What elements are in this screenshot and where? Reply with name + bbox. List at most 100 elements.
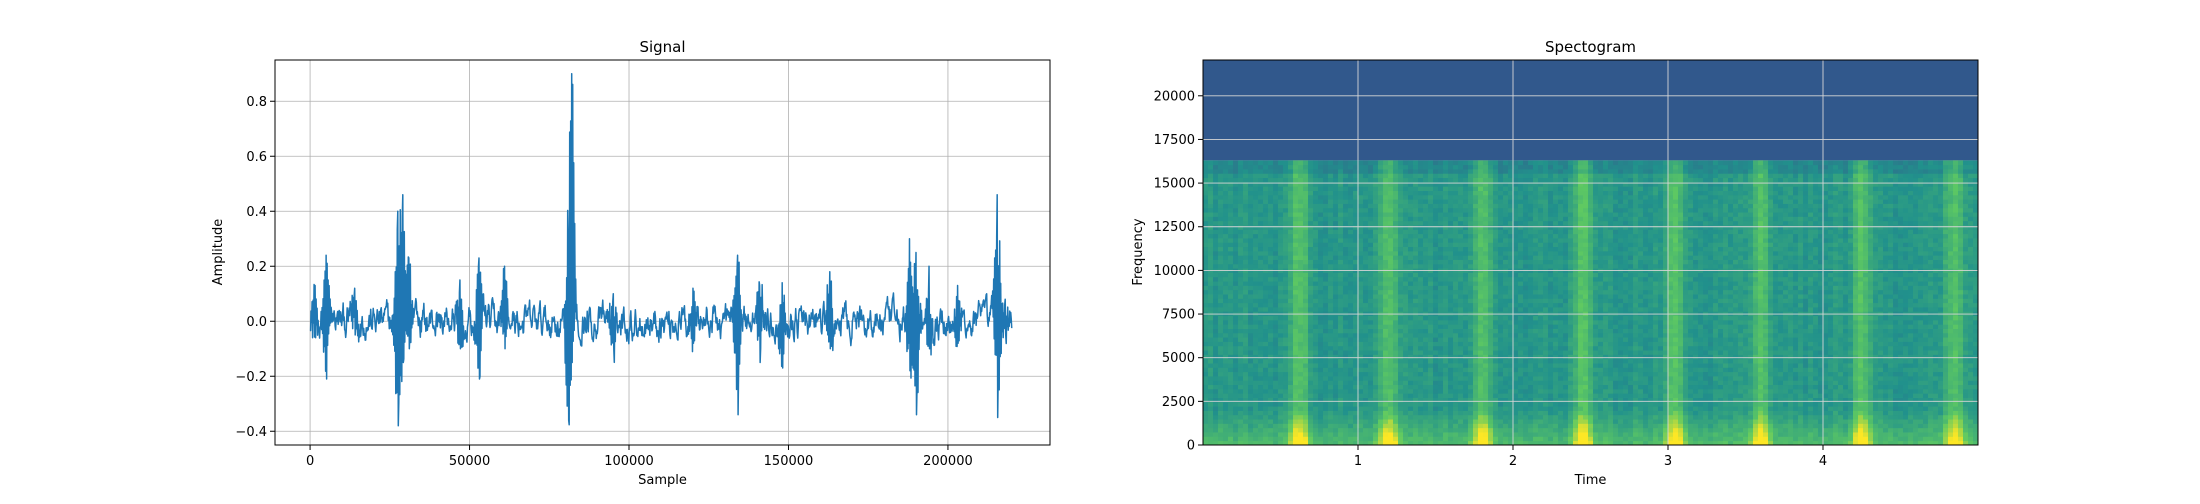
spectrogram-cell bbox=[1568, 432, 1573, 437]
spectrogram-cell bbox=[1378, 428, 1383, 433]
spectrogram-cell bbox=[1393, 277, 1398, 282]
spectrogram-cell bbox=[1408, 264, 1413, 269]
spectrogram-cell bbox=[1413, 316, 1418, 321]
spectrogram-cell bbox=[1543, 393, 1548, 398]
spectrogram-cell bbox=[1393, 329, 1398, 334]
spectrogram-cell bbox=[1463, 247, 1468, 252]
spectrogram-cell bbox=[1503, 290, 1508, 295]
spectrogram-cell bbox=[1513, 195, 1518, 200]
spectrogram-cell bbox=[1548, 329, 1553, 334]
spectrogram-cell bbox=[1298, 316, 1303, 321]
spectrogram-cell bbox=[1238, 290, 1243, 295]
spectrogram-cell bbox=[1238, 199, 1243, 204]
spectrogram-cell bbox=[1433, 294, 1438, 299]
spectrogram-cell bbox=[1233, 225, 1238, 230]
spectrogram-cell bbox=[1273, 320, 1278, 325]
spectrogram-cell bbox=[1338, 208, 1343, 213]
spectrogram-cell bbox=[1278, 173, 1283, 178]
spectrogram-cell bbox=[1308, 290, 1313, 295]
spectrogram-cell bbox=[1558, 402, 1563, 407]
spectrogram-cell bbox=[1363, 238, 1368, 243]
spectrogram-cell bbox=[1488, 415, 1493, 420]
spectrogram-cell bbox=[1443, 303, 1448, 308]
spectrogram-cell bbox=[1503, 251, 1508, 256]
spectrogram-cell bbox=[1568, 191, 1573, 196]
spectrogram-cell bbox=[1533, 208, 1538, 213]
spectrogram-cell bbox=[1438, 393, 1443, 398]
spectrogram-cell bbox=[1438, 204, 1443, 209]
spectrogram-cell bbox=[1398, 320, 1403, 325]
spectrogram-cell bbox=[1388, 294, 1393, 299]
spectrogram-cell bbox=[1358, 316, 1363, 321]
spectrogram-cell bbox=[1248, 204, 1253, 209]
spectrogram-cell bbox=[1433, 238, 1438, 243]
spectrogram-cell bbox=[1268, 221, 1273, 226]
spectrogram-cell bbox=[1293, 402, 1298, 407]
spectrogram-cell bbox=[1418, 380, 1423, 385]
spectrogram-cell bbox=[1318, 423, 1323, 428]
spectrogram-cell bbox=[1218, 346, 1223, 351]
spectrogram-cell bbox=[1288, 329, 1293, 334]
spectrogram-cell bbox=[1273, 436, 1278, 441]
spectrogram-cell bbox=[1498, 385, 1503, 390]
spectrogram-cell bbox=[1433, 346, 1438, 351]
spectrogram-cell bbox=[1208, 165, 1213, 170]
spectrogram-cell bbox=[1273, 337, 1278, 342]
spectrogram-cell bbox=[1453, 277, 1458, 282]
spectrogram-cell bbox=[1208, 419, 1213, 424]
spectrogram-cell bbox=[1208, 208, 1213, 213]
spectrogram-cell bbox=[1278, 320, 1283, 325]
spectrogram-cell bbox=[1308, 173, 1313, 178]
spectrogram-cell bbox=[1328, 290, 1333, 295]
spectrogram-cell bbox=[1448, 238, 1453, 243]
spectrogram-cell bbox=[1558, 436, 1563, 441]
spectrogram-cell bbox=[1408, 372, 1413, 377]
spectrogram-cell bbox=[1383, 234, 1388, 239]
spectrogram-cell bbox=[1403, 264, 1408, 269]
spectrogram-cell bbox=[1443, 393, 1448, 398]
spectrogram-cell bbox=[1423, 277, 1428, 282]
spectrogram-cell bbox=[1288, 195, 1293, 200]
spectrogram-cell bbox=[1528, 376, 1533, 381]
spectrogram-cell bbox=[1223, 294, 1228, 299]
spectrogram-cell bbox=[1303, 380, 1308, 385]
spectrogram-cell bbox=[1313, 221, 1318, 226]
spectrogram-cell bbox=[1418, 290, 1423, 295]
spectrogram-cell bbox=[1438, 234, 1443, 239]
spectrogram-cell bbox=[1368, 354, 1373, 359]
spectrogram-cell bbox=[1398, 199, 1403, 204]
spectrogram-cell bbox=[1343, 376, 1348, 381]
spectrogram-cell bbox=[1553, 432, 1558, 437]
spectrogram-cell bbox=[1363, 337, 1368, 342]
spectrogram-cell bbox=[1498, 363, 1503, 368]
spectrogram-cell bbox=[1228, 350, 1233, 355]
spectrogram-cell bbox=[1363, 428, 1368, 433]
spectrogram-cell bbox=[1528, 324, 1533, 329]
spectrogram-cell bbox=[1363, 173, 1368, 178]
spectrogram-cell bbox=[1468, 372, 1473, 377]
spectrogram-cell bbox=[1313, 160, 1318, 165]
spectrogram-cell bbox=[1203, 385, 1208, 390]
spectrogram-cell bbox=[1448, 173, 1453, 178]
spectrogram-cell bbox=[1468, 320, 1473, 325]
spectrogram-cell bbox=[1468, 294, 1473, 299]
spectrogram-cell bbox=[1418, 260, 1423, 265]
spectrogram-cell bbox=[1403, 359, 1408, 364]
spectrogram-cell bbox=[1243, 320, 1248, 325]
spectrogram-cell bbox=[1268, 191, 1273, 196]
spectrogram-cell bbox=[1543, 298, 1548, 303]
spectrogram-cell bbox=[1208, 350, 1213, 355]
spectrogram-cell bbox=[1358, 393, 1363, 398]
spectrogram-cell bbox=[1343, 191, 1348, 196]
spectrogram-cell bbox=[1218, 393, 1223, 398]
spectrogram-cell bbox=[1473, 165, 1478, 170]
spectrogram-cell bbox=[1443, 423, 1448, 428]
spectrogram-cell bbox=[1363, 298, 1368, 303]
spectrogram-cell bbox=[1213, 436, 1218, 441]
spectrogram-cell bbox=[1338, 436, 1343, 441]
spectrogram-cell bbox=[1293, 251, 1298, 256]
spectrogram-cell bbox=[1568, 160, 1573, 165]
spectrogram-cell bbox=[1498, 165, 1503, 170]
spectrogram-cell bbox=[1458, 346, 1463, 351]
spectrogram-cell bbox=[1298, 178, 1303, 183]
